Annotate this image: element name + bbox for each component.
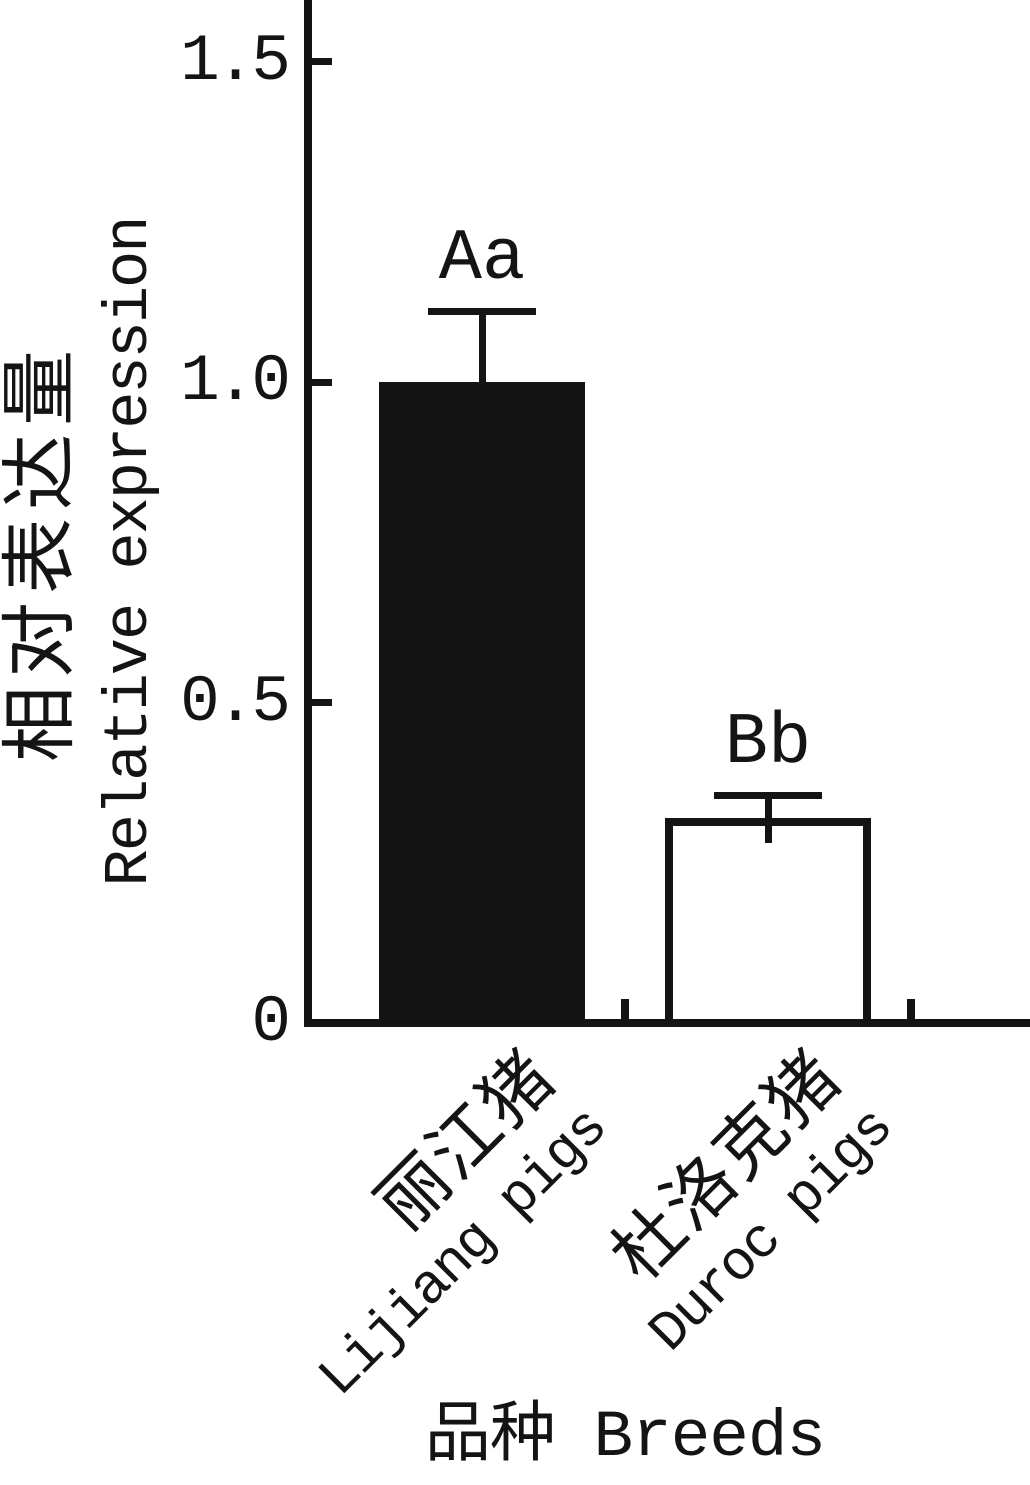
- bar-duroc-pigs: [665, 818, 871, 1027]
- error-bar-line-lijiang-pigs: [478, 311, 486, 408]
- significance-label-duroc-pigs: Bb: [724, 702, 812, 784]
- x-category-label-duroc-pigs: 杜洛克猪 Duroc pigs: [583, 1041, 907, 1366]
- y-tick-label-1.0: 1.0: [180, 344, 291, 419]
- x-axis-title: 品种 Breeds: [424, 1400, 826, 1475]
- x-tick-mark-1: [621, 999, 629, 1019]
- y-axis-title-english: Relative expression: [94, 217, 165, 887]
- y-tick-label-0: 0: [251, 985, 291, 1060]
- error-bar-cap-lijiang-pigs: [428, 308, 536, 315]
- significance-label-lijiang-pigs: Aa: [438, 218, 526, 300]
- y-tick-label-1.5: 1.5: [180, 23, 291, 99]
- error-bar-line-duroc-pigs: [764, 795, 772, 843]
- bar-lijiang-pigs: [379, 382, 585, 1027]
- y-tick-mark-1.5: [312, 58, 332, 65]
- y-tick-mark-0.5: [312, 699, 332, 706]
- x-tick-mark-2: [907, 999, 915, 1019]
- x-category-label-lijiang-pigs: 丽江猪 Lijiang pigs: [252, 1041, 621, 1411]
- y-tick-mark-1.0: [312, 378, 332, 386]
- y-tick-label-0.5: 0.5: [180, 664, 291, 740]
- error-bar-cap-duroc-pigs: [714, 792, 822, 799]
- y-axis-title: 相对表达量 Relative expression: [0, 218, 166, 887]
- y-axis-line: [304, 0, 312, 1027]
- y-axis-title-chinese: 相对表达量: [3, 342, 89, 763]
